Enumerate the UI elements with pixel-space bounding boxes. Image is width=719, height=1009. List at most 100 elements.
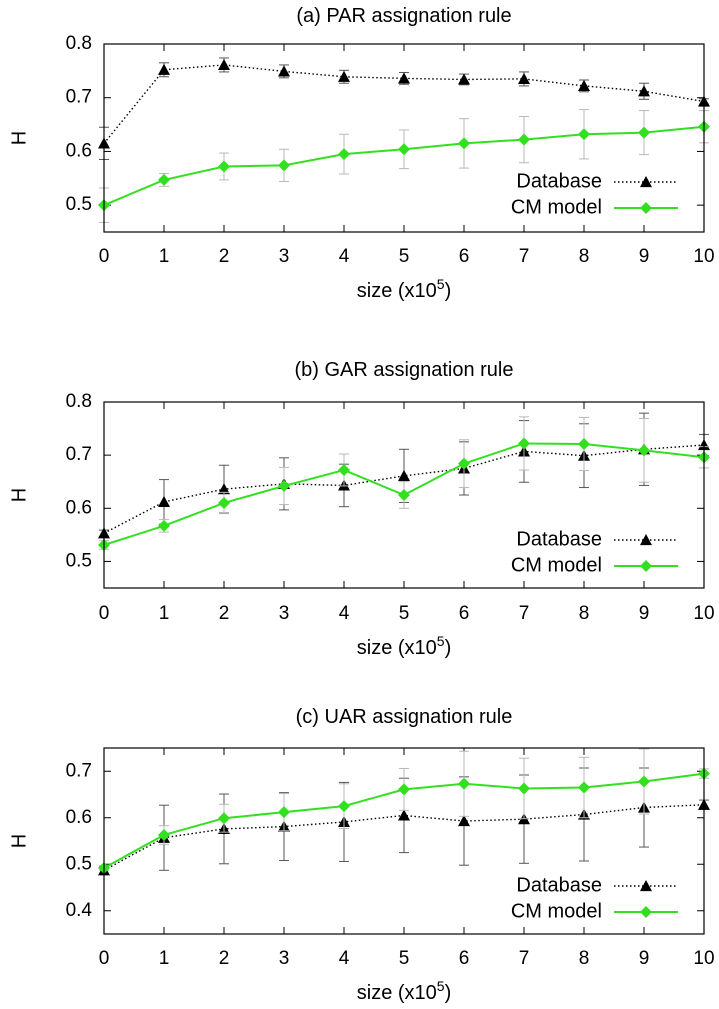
series-line bbox=[103, 64, 705, 144]
x-tick-label: 2 bbox=[219, 603, 230, 624]
x-tick-label: 9 bbox=[639, 948, 650, 969]
y-tick-label: 0.7 bbox=[66, 760, 92, 781]
y-tick-label: 0.6 bbox=[66, 807, 92, 828]
x-tick-label: 5 bbox=[399, 948, 410, 969]
series-cm-model bbox=[98, 748, 710, 874]
data-point bbox=[518, 782, 530, 795]
x-tick-label: 2 bbox=[219, 948, 230, 969]
data-point bbox=[578, 128, 590, 141]
data-point bbox=[398, 489, 410, 501]
data-point bbox=[638, 444, 650, 457]
chart-title: (b) GAR assignation rule bbox=[295, 359, 514, 381]
data-point bbox=[158, 519, 170, 532]
data-point bbox=[218, 496, 230, 509]
y-tick-label: 0.8 bbox=[66, 391, 92, 412]
x-tick-label: 7 bbox=[519, 948, 530, 969]
y-tick-label: 0.4 bbox=[66, 900, 93, 921]
data-point bbox=[578, 437, 590, 450]
chart-title: (c) UAR assignation rule bbox=[296, 706, 513, 728]
x-axis-label: size (x105) bbox=[357, 978, 452, 1004]
x-tick-label: 3 bbox=[279, 948, 290, 969]
y-axis-label: H bbox=[8, 131, 30, 145]
x-tick-label: 8 bbox=[579, 246, 590, 267]
x-tick-label: 3 bbox=[279, 603, 290, 624]
data-point bbox=[218, 58, 230, 71]
legend-marker bbox=[640, 202, 652, 214]
legend-label: CM model bbox=[511, 554, 602, 576]
data-point bbox=[278, 479, 290, 492]
x-tick-label: 5 bbox=[399, 603, 410, 624]
data-point bbox=[158, 63, 170, 75]
x-axis-label: size (x105) bbox=[357, 276, 452, 302]
y-tick-label: 0.7 bbox=[66, 444, 92, 465]
data-point bbox=[398, 469, 410, 481]
legend-label: Database bbox=[516, 874, 602, 896]
data-point bbox=[518, 133, 530, 146]
x-tick-label: 4 bbox=[339, 948, 350, 969]
series-cm-model bbox=[98, 416, 710, 551]
x-tick-label: 8 bbox=[579, 948, 590, 969]
y-tick-label: 0.5 bbox=[66, 853, 92, 874]
series-cm-model bbox=[98, 109, 710, 223]
data-point bbox=[158, 495, 170, 508]
x-tick-label: 6 bbox=[459, 246, 470, 267]
data-point bbox=[638, 126, 650, 139]
plot-frame bbox=[103, 43, 705, 233]
x-tick-label: 5 bbox=[399, 246, 410, 267]
x-tick-label: 10 bbox=[693, 948, 714, 969]
data-point bbox=[338, 464, 350, 477]
y-tick-label: 0.5 bbox=[66, 194, 92, 215]
data-point bbox=[278, 806, 290, 819]
x-tick-label: 7 bbox=[519, 603, 530, 624]
y-tick-label: 0.7 bbox=[66, 87, 92, 108]
legend-label: Database bbox=[516, 170, 602, 192]
data-point bbox=[338, 148, 350, 161]
legend-marker bbox=[640, 880, 652, 892]
data-point bbox=[458, 777, 470, 790]
y-tick-label: 0.5 bbox=[66, 550, 92, 571]
legend-marker bbox=[640, 176, 652, 188]
x-tick-label: 0 bbox=[99, 246, 110, 267]
legend-label: CM model bbox=[511, 900, 602, 922]
x-tick-label: 4 bbox=[339, 246, 350, 267]
chart-panel-1: (b) GAR assignation rule H 0.5 0.6 0.7 0.8 0 1 2… bbox=[8, 359, 714, 659]
x-tick-label: 9 bbox=[639, 603, 650, 624]
y-tick-label: 0.6 bbox=[66, 140, 92, 161]
x-tick-label: 9 bbox=[639, 246, 650, 267]
data-point bbox=[158, 828, 170, 841]
y-tick-label: 0.6 bbox=[66, 497, 92, 518]
x-tick-label: 3 bbox=[279, 246, 290, 267]
legend-marker bbox=[640, 560, 652, 572]
legend-label: CM model bbox=[511, 196, 602, 218]
data-point bbox=[638, 775, 650, 788]
x-tick-label: 10 bbox=[693, 603, 714, 624]
x-tick-label: 8 bbox=[579, 603, 590, 624]
plot-frame bbox=[103, 747, 705, 935]
data-point bbox=[218, 812, 230, 825]
chart-panel-0: (a) PAR assignation rule H 0.5 0.6 0.7 0.8 0 1 2… bbox=[8, 5, 714, 302]
data-point bbox=[458, 457, 470, 470]
legend-marker bbox=[640, 906, 652, 918]
series-line bbox=[103, 444, 705, 534]
y-tick-label: 0.8 bbox=[66, 33, 92, 54]
x-axis-label: size (x105) bbox=[357, 633, 452, 659]
data-point bbox=[398, 143, 410, 156]
data-point bbox=[398, 783, 410, 796]
x-tick-label: 4 bbox=[339, 603, 350, 624]
data-point bbox=[278, 65, 290, 77]
plot-frame bbox=[103, 401, 705, 589]
x-tick-label: 6 bbox=[459, 948, 470, 969]
data-point bbox=[638, 85, 650, 97]
x-tick-label: 7 bbox=[519, 246, 530, 267]
data-point bbox=[518, 72, 530, 85]
data-point bbox=[338, 800, 350, 813]
x-tick-label: 1 bbox=[159, 246, 170, 267]
x-tick-label: 1 bbox=[159, 948, 170, 969]
x-tick-label: 10 bbox=[693, 246, 714, 267]
y-axis-label: H bbox=[8, 488, 30, 502]
x-tick-label: 0 bbox=[99, 948, 110, 969]
x-tick-label: 1 bbox=[159, 603, 170, 624]
data-point bbox=[578, 781, 590, 794]
data-point bbox=[458, 137, 470, 150]
